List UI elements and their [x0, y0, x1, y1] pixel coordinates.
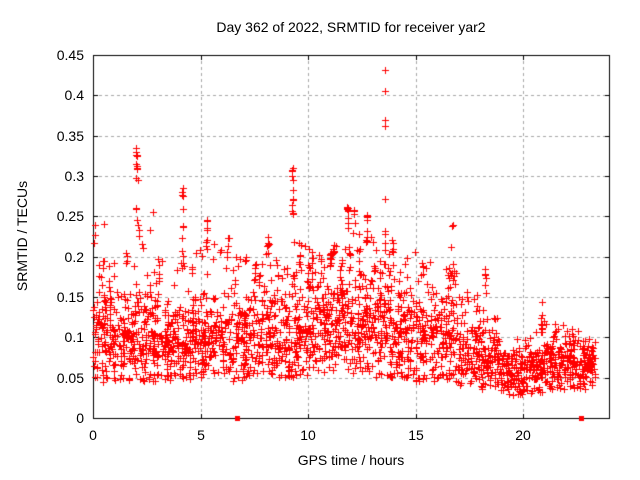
y-tick-label: 0.15	[56, 289, 84, 305]
y-tick-label: 0.25	[56, 208, 84, 224]
x-tick-label: 10	[300, 427, 316, 443]
x-tick-label: 0	[89, 427, 97, 443]
x-tick-label: 15	[408, 427, 424, 443]
y-tick-label: 0.35	[56, 128, 84, 144]
chart-title: Day 362 of 2022, SRMTID for receiver yar…	[216, 19, 486, 35]
x-tick-label: 20	[515, 427, 531, 443]
y-tick-label: 0.4	[64, 87, 84, 103]
y-tick-label: 0.2	[64, 249, 84, 265]
x-tick-label: 5	[197, 427, 205, 443]
y-tick-label: 0.3	[64, 168, 84, 184]
y-tick-label: 0.05	[56, 370, 84, 386]
y-tick-label: 0	[76, 410, 84, 426]
x-axis-label: GPS time / hours	[297, 452, 405, 468]
y-tick-label: 0.1	[64, 329, 84, 345]
y-tick-label: 0.45	[56, 47, 84, 63]
y-axis-label: SRMTID / TECUs	[14, 180, 30, 292]
